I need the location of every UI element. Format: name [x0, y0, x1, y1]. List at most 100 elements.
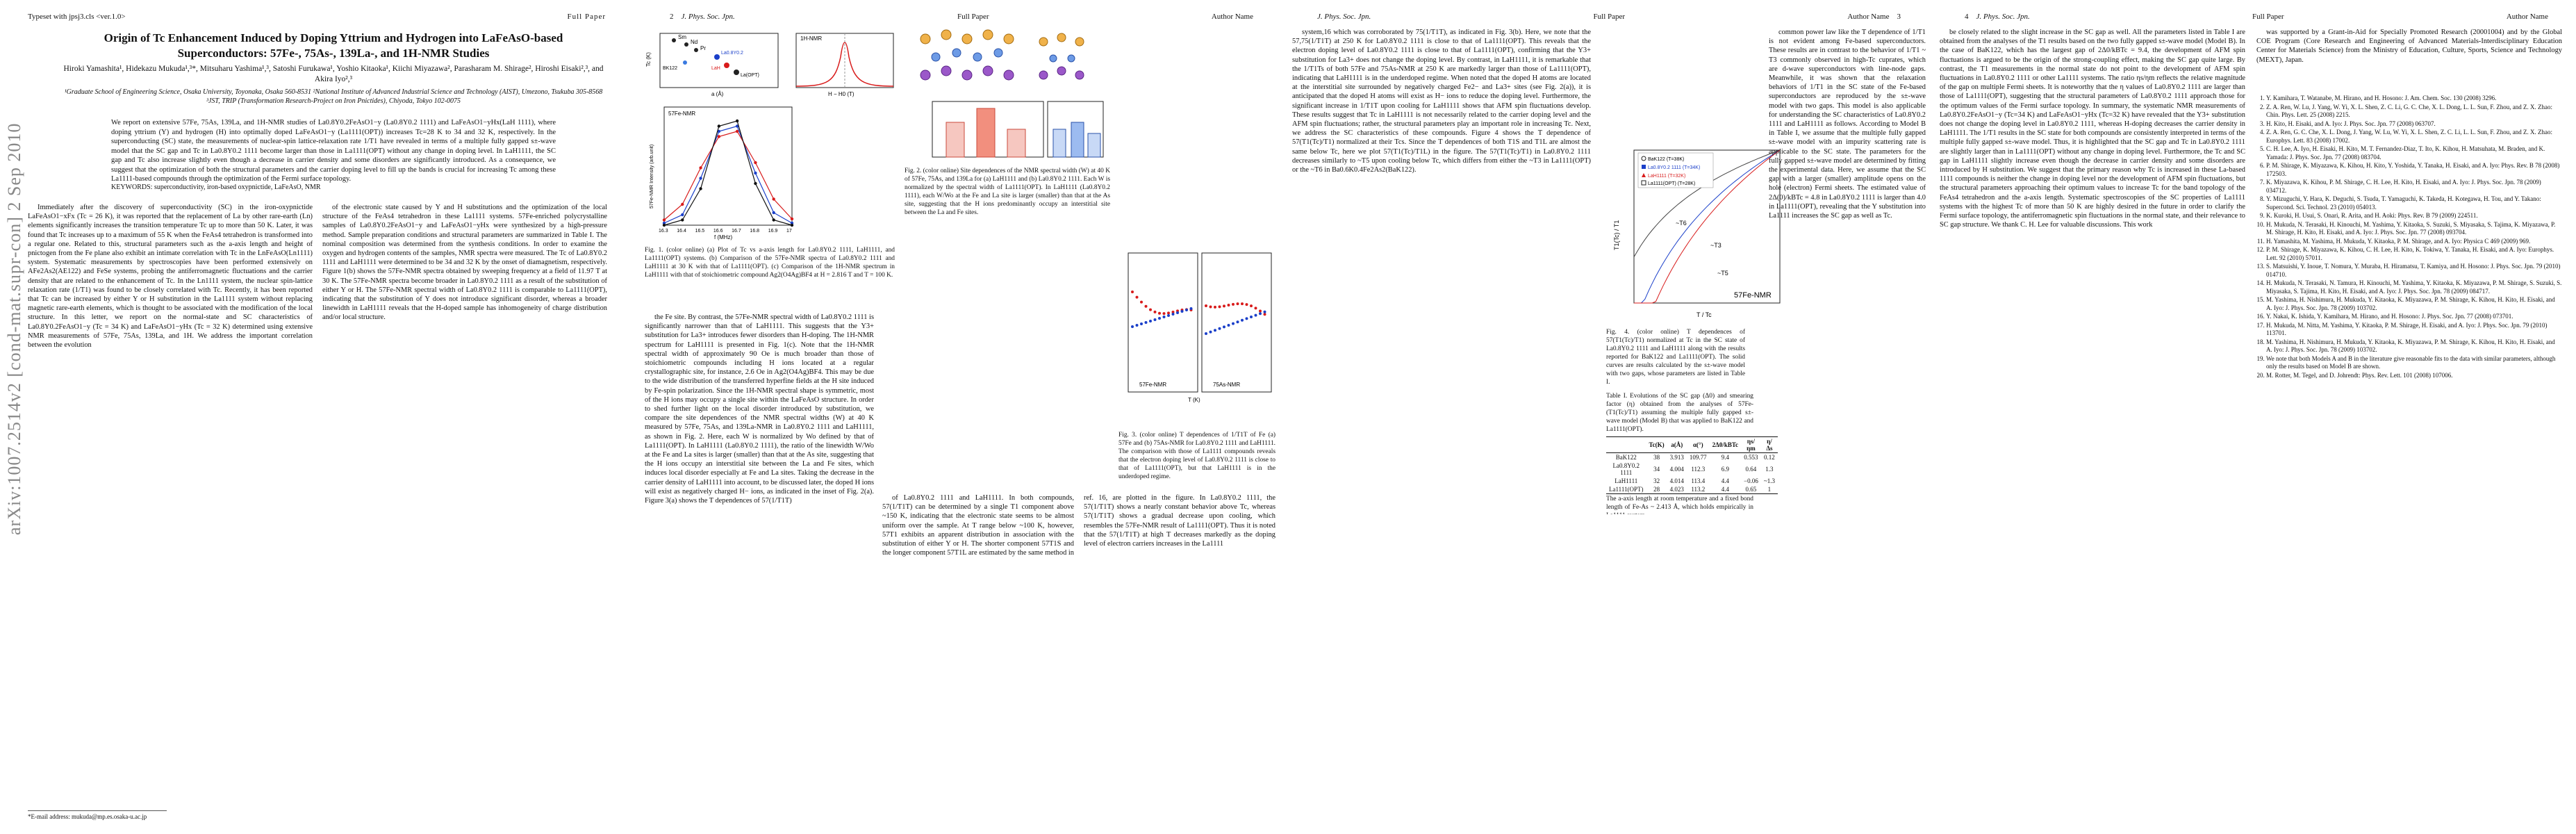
fig3-data-point [1144, 321, 1148, 324]
reference-item: H. Mukuda, M. Nitta, M. Yashima, Y. Kita… [2266, 322, 2562, 338]
reference-item: K. Miyazawa, K. Kihou, P. M. Shirage, C.… [2266, 179, 2562, 195]
fig1b-data-point [772, 211, 775, 215]
table-header-cell: η/Δs [1766, 438, 1773, 452]
table-cell: 38 [1653, 454, 1660, 461]
fig1b-data-point [717, 129, 721, 133]
table-cell: 32 [1653, 477, 1660, 484]
fig1b-data-point [717, 135, 721, 138]
table-cell: 4.004 [1669, 466, 1684, 473]
figure-1a: Sm Nd Pr BK122 La0.8Y0.2 LaH La(OPT) a (… [645, 29, 784, 99]
reference-item: We note that both Models A and B in the … [2266, 355, 2562, 371]
fig1b-series-line [663, 120, 793, 226]
fig3-data-point [1140, 300, 1143, 304]
fig3-data-point [1158, 317, 1161, 320]
bar-chart-w-ratio-b [1047, 101, 1104, 158]
fig1b-data-point [735, 129, 739, 133]
body-column-left: Immediately after the discovery of super… [28, 203, 313, 801]
fig3-data-point [1205, 332, 1207, 335]
figure-3-caption: Fig. 3. (color online) T dependences of … [1118, 432, 1275, 480]
fig1c-plot: 1H-NMR H − H0 (T) [795, 33, 894, 97]
abstract: We report on extensive 57Fe, 75As, 139La… [111, 119, 556, 183]
reference-item: C. H. Lee, A. Iyo, H. Eisaki, H. Kito, M… [2266, 145, 2562, 161]
reference-item: Y. Kamihara, T. Watanabe, M. Hirano, and… [2266, 95, 2562, 103]
fig3-data-point [1153, 318, 1157, 321]
table-cell: 0.12 [1764, 454, 1775, 461]
acknowledgement: was supported by a Grant-in-Aid for Spec… [2256, 28, 2562, 92]
data-point-la-y [714, 54, 720, 60]
fig1b-tick-label: 16.8 [750, 229, 759, 234]
fig3-data-point [1263, 310, 1266, 313]
reference-item: S. Matsuishi, Y. Inoue, T. Nomura, Y. Mu… [2266, 263, 2562, 279]
fig3-data-point [1162, 312, 1166, 316]
fig1b-data-point [699, 177, 702, 180]
bar-chart-w-ratio-a [932, 101, 1044, 158]
body-text: common power law like the T dependence o… [1769, 28, 1926, 220]
data-point-sm [672, 38, 676, 42]
paper-title: Origin of Tc Enhancement Induced by Dopi… [104, 31, 563, 60]
fig3-data-point [1131, 291, 1134, 293]
table-cell: 9.4 [1721, 454, 1729, 461]
fig4-fit-curve [1634, 149, 1781, 304]
figure-3: 57Fe-NMR 75As-NMR T (K) [1118, 250, 1275, 424]
page-1: Typeset with jpsj3.cls <ver.1.0> Full Pa… [0, 0, 634, 834]
table-cell: 28 [1653, 486, 1660, 493]
author-name: Author Name [1847, 13, 1890, 21]
fig1b-tick-label: 16.3 [659, 229, 668, 234]
fig1b-data-point [790, 217, 794, 221]
author-name: Author Name [2506, 13, 2548, 21]
table-cell: 3.913 [1669, 454, 1684, 461]
table-cell: 1.3 [1765, 466, 1774, 473]
fig2-diagram [920, 29, 1104, 158]
section-label: Full Paper [1593, 13, 1626, 21]
body-text: the Fe site. By contrast, the 57Fe-NMR s… [645, 313, 874, 505]
fig1b-data-point [681, 202, 684, 206]
fig4-legend-bak: BaK122 (T=38K) [1648, 157, 1684, 162]
table-1: Tc(K) a(Å) α(°) 2Δ0/kBTc ηs/ηm η/Δs BaK122 38 3… [1606, 436, 1778, 494]
fig4-power-t5: ~T5 [1717, 270, 1728, 277]
fig3-data-point [1135, 295, 1139, 299]
fig1b-data-point [699, 166, 702, 170]
fig3-data-point [1153, 310, 1157, 313]
page-number: 3 [1897, 13, 1901, 21]
fig3-data-point [1140, 322, 1143, 325]
fig1c-xlabel: H − H0 (T) [828, 91, 854, 97]
reference-item: Y. Nakai, K. Ishida, Y. Kamihara, M. Hir… [2266, 313, 2562, 321]
fig3-data-point [1263, 313, 1266, 316]
fig3-data-point [1232, 322, 1235, 325]
fig1a-xlabel: a (Å) [711, 91, 724, 97]
body-text: was supported by a Grant-in-Aid for Spec… [2256, 28, 2562, 64]
table-1-caption: Table I. Evolutions of the SC gap (Δ0) a… [1606, 393, 1753, 432]
reference-list: Y. Kamihara, T. Watanabe, M. Hirano, and… [2256, 95, 2562, 824]
body-text: system,16 which was corroborated by 75(1… [1292, 28, 1591, 174]
fig4-legend-lah: LaH1111 (T=32K) [1648, 174, 1685, 179]
footnote: *E-mail address: mukuda@mp.es.osaka-u.ac… [28, 810, 167, 820]
table-cell: 113.4 [1691, 477, 1706, 484]
section-label: Full Paper [2252, 13, 2284, 21]
fig1b-data-point [772, 218, 775, 222]
arxiv-stamp: arXiv:1007.2514v2 [cond-mat.supr-con] 2 … [4, 49, 25, 535]
body-text: of the electronic state caused by Y and … [322, 204, 607, 322]
fig1b-data-point [662, 218, 666, 222]
reference-item: H. Yamashita, M. Yashima, H. Mukuda, Y. … [2266, 238, 2562, 246]
fig3-data-point [1158, 311, 1161, 315]
table-header-cell: a(Å) [1671, 441, 1683, 448]
fig3-data-point [1236, 302, 1239, 306]
fig3-data-point [1236, 320, 1239, 324]
fig3-data-point [1135, 324, 1139, 327]
crystal-structure-b-icon [1039, 33, 1084, 80]
fig1b-data-point [662, 223, 666, 227]
table-cell: 6.9 [1721, 466, 1729, 473]
fig1b-tick-label: 17 [786, 229, 792, 234]
table-cell: 4.4 [1721, 486, 1729, 493]
fig3-data-point [1227, 324, 1230, 327]
fig1b-ylabel: 57Fe-NMR Intensity (arb.unit) [650, 145, 654, 208]
data-point-nd [684, 42, 688, 47]
fig1a-label-pr: Pr [700, 45, 706, 51]
page-number: 4 [1965, 13, 1969, 21]
table-header-cell: ηs/ηm [1747, 438, 1756, 452]
figure-4-caption: Fig. 4. (color online) T dependences of … [1606, 329, 1745, 386]
fig3-xlabel: T (K) [1188, 397, 1200, 403]
table-header-cell [1606, 437, 1646, 453]
fig1b-data-point [754, 181, 757, 186]
fig3-data-point [1176, 311, 1179, 314]
